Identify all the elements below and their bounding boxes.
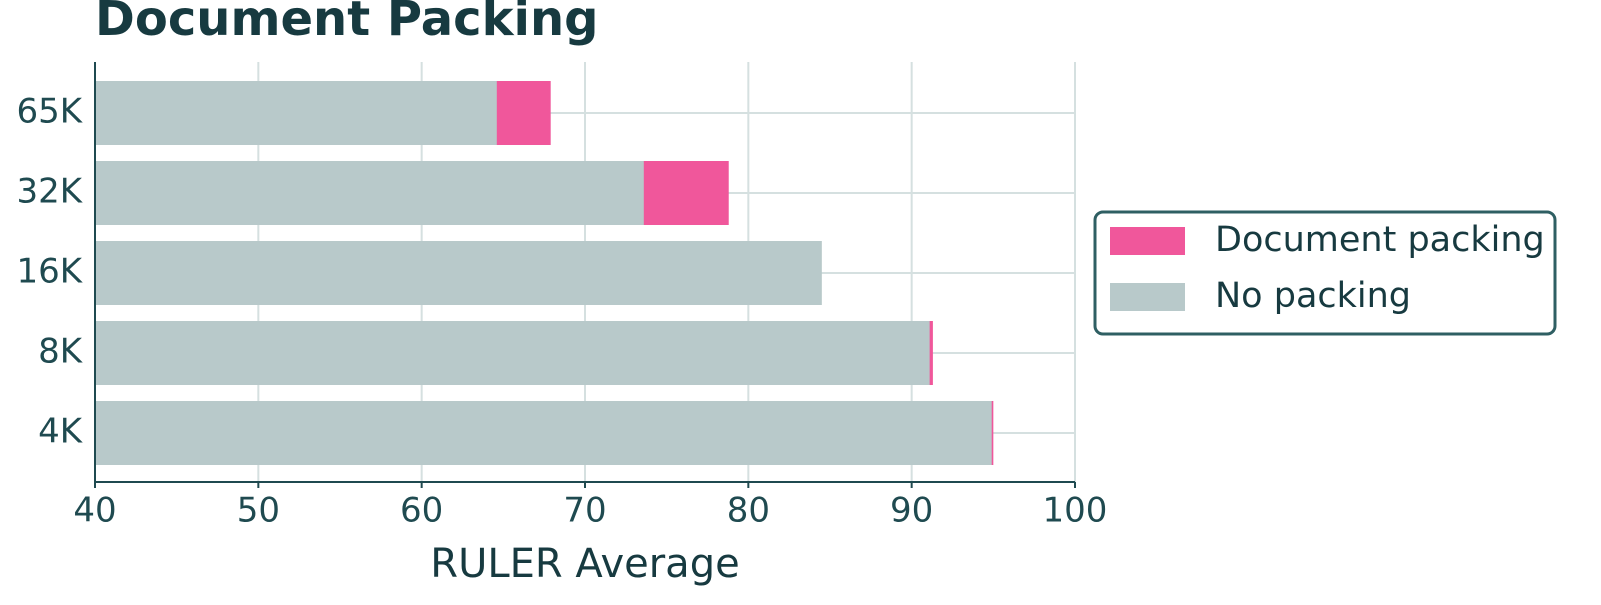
bar [95, 401, 992, 465]
chart-title: Document Packing [95, 0, 598, 47]
x-tick-label: 100 [1043, 491, 1108, 531]
legend-label: Document packing [1215, 220, 1545, 260]
x-tick-label: 60 [400, 491, 443, 531]
bar [95, 161, 644, 225]
legend-label: No packing [1215, 276, 1411, 316]
legend-swatch [1110, 227, 1185, 255]
x-tick-label: 50 [237, 491, 280, 531]
legend-swatch [1110, 283, 1185, 311]
y-tick-label: 16K [16, 252, 83, 292]
y-tick-label: 8K [38, 332, 84, 372]
bars [95, 81, 994, 465]
bar [95, 81, 497, 145]
legend [1093, 210, 1557, 336]
legend-items: Document packing No packing [1110, 220, 1545, 316]
bar [95, 321, 930, 385]
x-tick-label: 40 [73, 491, 116, 531]
x-tick-label: 70 [563, 491, 606, 531]
x-tick-label: 90 [890, 491, 933, 531]
bar [95, 241, 822, 305]
y-tick-label: 4K [38, 412, 84, 452]
x-tick-label: 80 [727, 491, 770, 531]
y-tick-label: 65K [16, 92, 83, 132]
y-tick-label: 32K [16, 172, 83, 212]
x-axis-label: RULER Average [430, 541, 739, 587]
